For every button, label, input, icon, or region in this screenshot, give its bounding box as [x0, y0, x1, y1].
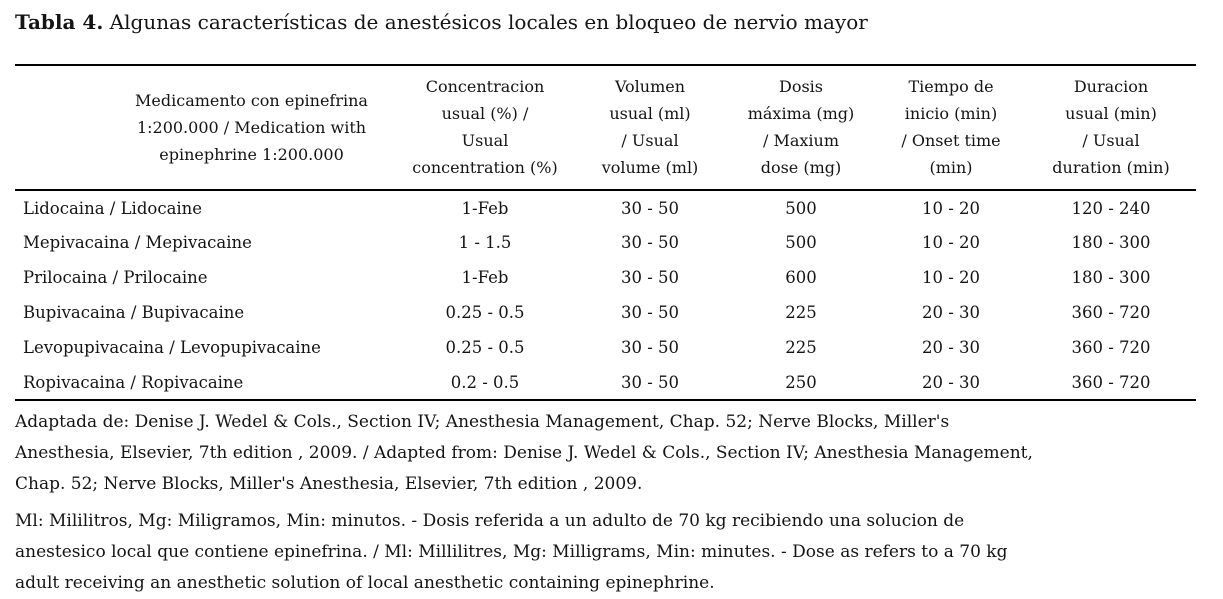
- table-row-bupivacaine: Bupivacaina / Bupivacaine 0.25 - 0.5 30 …: [15, 295, 1196, 330]
- table-row-levobupivacaine: Levopupivacaina / Levopupivacaine 0.25 -…: [15, 330, 1196, 365]
- cell-volume: 30 - 50: [620, 338, 680, 357]
- cell-volume: 30 - 50: [620, 303, 680, 322]
- cell-duration: 180 - 300: [1071, 268, 1151, 287]
- table-caption-number: Tabla 4.: [15, 10, 104, 34]
- anesthetics-table: Medicamento con epinefrina 1:200.000 / M…: [15, 64, 1196, 401]
- cell-medication: Ropivacaina / Ropivacaine: [15, 365, 396, 401]
- column-header-max-dose: Dosis máxima (mg) / Maxium dose (mg): [726, 65, 876, 191]
- cell-duration: 360 - 720: [1071, 338, 1151, 357]
- cell-duration: 360 - 720: [1071, 303, 1151, 322]
- cell-onset-time: 10 - 20: [921, 268, 981, 287]
- table-row-prilocaine: Prilocaina / Prilocaine 1-Feb 30 - 50 60…: [15, 260, 1196, 295]
- column-header-medication: Medicamento con epinefrina 1:200.000 / M…: [15, 65, 396, 191]
- cell-concentration: 1-Feb: [461, 198, 509, 218]
- header-row: Medicamento con epinefrina 1:200.000 / M…: [15, 65, 1196, 191]
- cell-max-dose: 500: [785, 233, 817, 252]
- cell-concentration: 1-Feb: [461, 268, 509, 287]
- cell-volume: 30 - 50: [620, 268, 680, 287]
- cell-max-dose: 225: [785, 338, 817, 357]
- cell-concentration: 1 - 1.5: [458, 233, 512, 252]
- table-caption-text: Algunas características de anestésicos l…: [109, 10, 868, 34]
- column-header-concentration: Concentracion usual (%) / Usual concentr…: [396, 65, 574, 191]
- table-body: Lidocaina / Lidocaine 1-Feb 30 - 50 500 …: [15, 190, 1196, 401]
- cell-onset-time: 20 - 30: [921, 303, 981, 322]
- cell-volume: 30 - 50: [620, 233, 680, 252]
- cell-volume: 30 - 50: [574, 365, 726, 401]
- cell-onset-time: 10 - 20: [921, 198, 981, 218]
- footnote-source: Adaptada de: Denise J. Wedel & Cols., Se…: [15, 412, 1033, 494]
- cell-concentration: 0.2 - 0.5: [396, 365, 574, 401]
- cell-onset-time: 10 - 20: [921, 233, 981, 252]
- column-header-duration: Duracion usual (min) / Usual duration (m…: [1026, 65, 1196, 191]
- cell-medication: Bupivacaina / Bupivacaine: [23, 303, 245, 322]
- table-header: Medicamento con epinefrina 1:200.000 / M…: [15, 65, 1196, 191]
- cell-volume: 30 - 50: [620, 198, 680, 218]
- column-header-onset-time: Tiempo de inicio (min) / Onset time (min…: [876, 65, 1026, 191]
- cell-duration: 120 - 240: [1071, 198, 1151, 218]
- table-row-mepivacaine: Mepivacaina / Mepivacaine 1 - 1.5 30 - 5…: [15, 225, 1196, 260]
- cell-duration: 180 - 300: [1071, 233, 1151, 252]
- cell-medication: Lidocaina / Lidocaine: [23, 198, 203, 218]
- table-caption: Tabla 4. Algunas características de anes…: [15, 9, 1209, 35]
- cell-max-dose: 225: [785, 303, 817, 322]
- cell-max-dose: 500: [785, 198, 817, 218]
- cell-medication: Levopupivacaina / Levopupivacaine: [23, 338, 321, 357]
- cell-onset-time: 20 - 30: [876, 365, 1026, 401]
- table-row-ropivacaine: Ropivacaina / Ropivacaine 0.2 - 0.5 30 -…: [15, 365, 1196, 401]
- cell-medication: Prilocaina / Prilocaine: [23, 268, 208, 287]
- cell-max-dose: 250: [726, 365, 876, 401]
- cell-onset-time: 20 - 30: [921, 338, 981, 357]
- cell-concentration: 0.25 - 0.5: [445, 338, 525, 357]
- table-row-lidocaine: Lidocaina / Lidocaine 1-Feb 30 - 50 500 …: [15, 190, 1196, 225]
- cell-concentration: 0.25 - 0.5: [445, 303, 525, 322]
- cell-max-dose: 600: [785, 268, 817, 287]
- footnote-abbreviations: Ml: Mililitros, Mg: Miligramos, Min: min…: [15, 511, 1008, 593]
- cell-duration: 360 - 720: [1026, 365, 1196, 401]
- column-header-volume: Volumen usual (ml) / Usual volume (ml): [574, 65, 726, 191]
- cell-medication: Mepivacaina / Mepivacaine: [23, 233, 252, 252]
